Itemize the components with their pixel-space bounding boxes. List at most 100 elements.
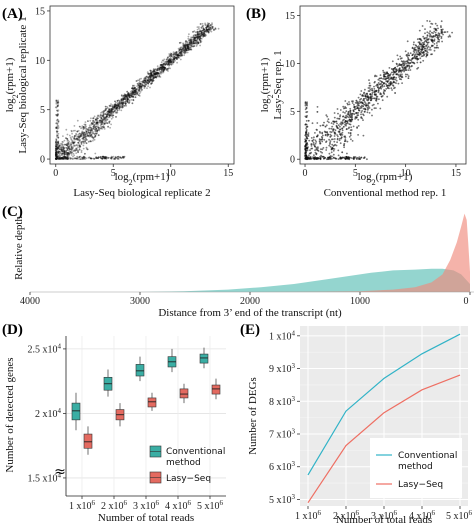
scatter-point: [155, 73, 158, 75]
scatter-point: [100, 123, 102, 126]
scatter-point: [420, 55, 423, 58]
scatter-point: [305, 135, 307, 138]
scatter-point: [438, 40, 440, 43]
scatter-point: [440, 26, 442, 29]
scatter-point: [55, 155, 58, 158]
scatter-point: [188, 33, 190, 36]
scatter-point: [193, 36, 196, 39]
scatter-point: [304, 149, 307, 152]
scatter-point: [88, 124, 91, 127]
scatter-point: [106, 122, 109, 125]
scatter-point: [146, 81, 149, 84]
scatter-point: [201, 32, 204, 35]
scatter-point: [163, 66, 166, 69]
scatter-point: [105, 156, 108, 159]
scatter-point: [176, 58, 179, 60]
scatter-point: [436, 35, 439, 38]
scatter-point: [409, 52, 412, 55]
scatter-point: [432, 35, 435, 37]
scatter-point: [137, 94, 140, 96]
scatter-point: [115, 105, 118, 108]
scatter-point: [319, 155, 321, 158]
scatter-point: [367, 107, 369, 110]
scatter-point: [408, 54, 410, 57]
scatter-point: [127, 98, 129, 100]
scatter-point: [392, 73, 395, 75]
scatter-point: [62, 156, 65, 159]
scatter-point: [175, 51, 178, 54]
scatter-point: [143, 81, 146, 84]
scatter-point: [67, 146, 70, 149]
scatter-point: [153, 69, 156, 71]
y-tick-label: 0: [40, 155, 45, 166]
scatter-point: [305, 120, 308, 122]
scatter-point: [174, 57, 177, 59]
scatter-point: [417, 66, 420, 69]
scatter-point: [60, 148, 63, 151]
scatter-point: [66, 152, 69, 154]
scatter-point: [68, 149, 70, 152]
scatter-point: [434, 22, 437, 25]
scatter-point: [158, 73, 161, 75]
scatter-point: [168, 55, 171, 57]
scatter-point: [436, 24, 439, 27]
scatter-point: [121, 105, 124, 108]
scatter-point: [304, 123, 307, 126]
scatter-point: [104, 109, 107, 111]
scatter-point: [187, 43, 190, 46]
scatter-point: [68, 148, 71, 151]
scatter-point: [156, 67, 159, 70]
scatter-point: [374, 90, 377, 93]
scatter-point: [138, 79, 141, 82]
scatter-point: [151, 75, 153, 77]
scatter-point: [82, 147, 85, 150]
scatter-point: [145, 82, 148, 85]
scatter-point: [311, 122, 314, 125]
scatter-point: [58, 158, 61, 160]
scatter-point: [338, 118, 341, 120]
scatter-point: [413, 51, 416, 54]
scatter-point: [55, 157, 58, 160]
scatter-point: [139, 84, 141, 87]
scatter-point: [73, 138, 76, 141]
scatter-point: [193, 38, 196, 41]
scatter-point: [131, 87, 134, 90]
scatter-point: [160, 67, 162, 69]
scatter-point: [76, 157, 79, 160]
scatter-point: [96, 129, 99, 132]
scatter-point: [79, 155, 82, 158]
scatter-point: [117, 102, 120, 105]
scatter-point: [389, 74, 391, 76]
scatter-point: [55, 145, 58, 148]
scatter-point: [117, 104, 120, 107]
scatter-point: [390, 71, 393, 74]
scatter-point: [118, 102, 121, 105]
scatter-point: [120, 157, 123, 160]
scatter-point: [113, 106, 115, 109]
scatter-point: [198, 33, 201, 35]
scatter-point: [367, 98, 370, 100]
scatter-point: [333, 148, 336, 150]
scatter-point: [184, 46, 186, 49]
scatter-point: [115, 104, 117, 107]
scatter-point: [138, 81, 141, 84]
scatter-point: [336, 138, 339, 141]
scatter-point: [376, 84, 379, 87]
scatter-point: [94, 152, 97, 155]
scatter-point: [65, 150, 68, 153]
scatter-point: [178, 54, 181, 57]
scatter-point: [197, 32, 200, 35]
scatter-point: [56, 144, 59, 146]
scatter-point: [440, 25, 442, 27]
scatter-point: [150, 72, 152, 75]
scatter-point: [412, 50, 415, 52]
scatter-point: [105, 157, 107, 160]
scatter-point: [392, 81, 395, 84]
scatter-point: [96, 129, 99, 132]
scatter-point: [356, 114, 359, 116]
scatter-point: [67, 143, 70, 145]
scatter-point: [113, 157, 116, 160]
scatter-point: [122, 95, 125, 98]
scatter-point: [192, 31, 194, 33]
scatter-point: [205, 28, 208, 31]
